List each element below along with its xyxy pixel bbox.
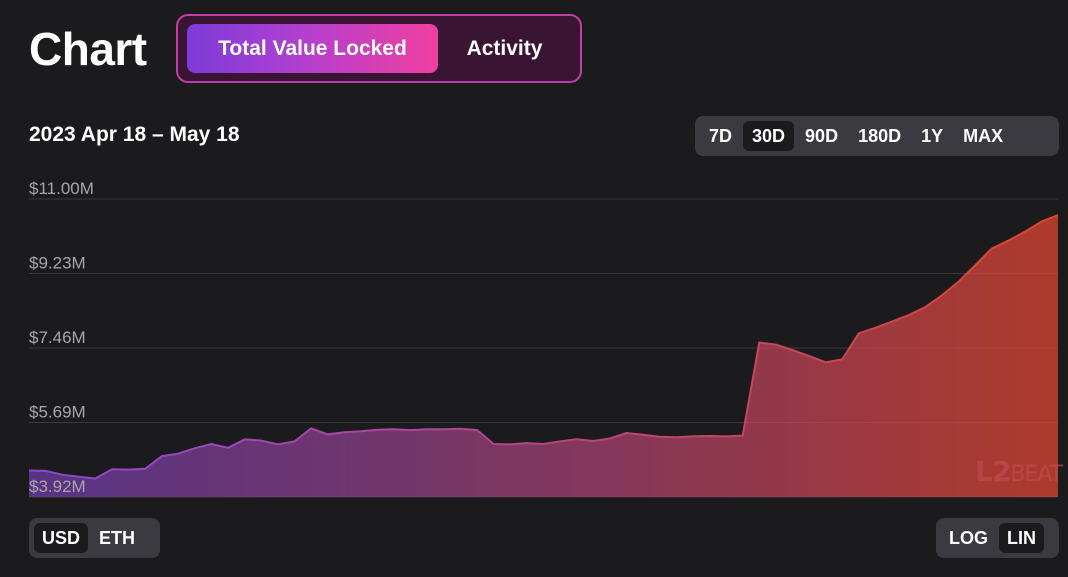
y-tick-label: $11.00M bbox=[29, 179, 94, 198]
range-1y-button[interactable]: 1Y bbox=[921, 125, 944, 146]
range-max-button[interactable]: MAX bbox=[963, 125, 1004, 146]
y-tick-label: $3.92M bbox=[29, 477, 86, 496]
l2beat-logo: L2BEAT bbox=[975, 455, 1063, 488]
time-range-selector: 7D 30D 90D 180D 1Y MAX bbox=[695, 116, 1059, 156]
y-axis-labels: $11.00M $9.23M $7.46M $5.69M $3.92M bbox=[29, 179, 94, 496]
chart-canvas: $11.00M $9.23M $7.46M $5.69M $3.92M bbox=[28, 179, 1059, 498]
y-tick-label: $9.23M bbox=[29, 254, 86, 273]
y-tick-label: $5.69M bbox=[29, 403, 86, 422]
metric-switch: Total Value Locked Activity bbox=[176, 14, 582, 83]
y-tick-label: $7.46M bbox=[29, 328, 86, 347]
tab-activity[interactable]: Activity bbox=[466, 36, 543, 60]
range-30d-button[interactable]: 30D bbox=[743, 121, 795, 151]
page-title: Chart bbox=[29, 23, 147, 75]
tvl-chart[interactable]: $11.00M $9.23M $7.46M $5.69M $3.92M bbox=[0, 170, 1068, 510]
usd-button[interactable]: USD bbox=[34, 523, 89, 553]
range-7d-button[interactable]: 7D bbox=[709, 125, 733, 146]
date-range-label: 2023 Apr 18 – May 18 bbox=[29, 123, 240, 146]
tvl-line bbox=[28, 214, 1059, 480]
log-scale-button[interactable]: LOG bbox=[949, 527, 988, 548]
range-180d-button[interactable]: 180D bbox=[858, 125, 902, 146]
range-90d-button[interactable]: 90D bbox=[805, 125, 839, 146]
tvl-area bbox=[29, 215, 1058, 497]
unit-toggle: USD ETH bbox=[29, 518, 160, 558]
tab-total-value-locked[interactable]: Total Value Locked bbox=[187, 24, 438, 73]
scale-toggle: LOG LIN bbox=[936, 518, 1059, 558]
eth-button[interactable]: ETH bbox=[99, 527, 136, 548]
lin-scale-button[interactable]: LIN bbox=[999, 523, 1044, 553]
